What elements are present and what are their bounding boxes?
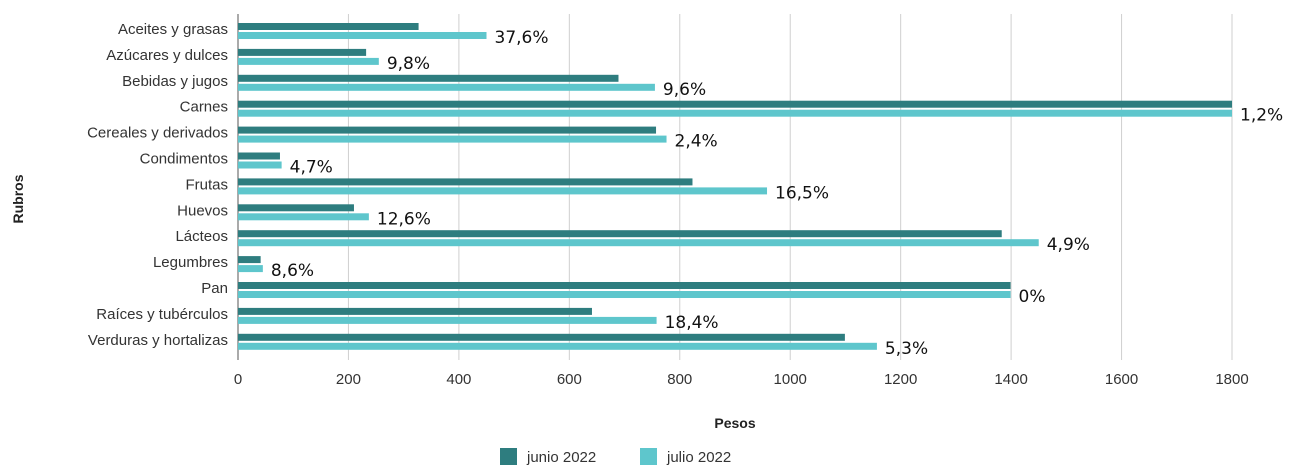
bar-julio [238,32,487,39]
bar-julio [238,83,655,91]
x-tick-label: 1800 [1215,371,1248,388]
data-label: 12,6% [377,209,431,229]
data-label: 9,8% [387,54,430,74]
bar-junio [238,48,367,56]
labels: 0 200 400 600 800 1000 1200 1400 1600 1800 Aceites… [87,21,1283,388]
legend-swatch [640,448,657,465]
category-label: Legumbres [153,254,228,271]
category-label: Frutas [185,176,228,193]
x-tick-label: 800 [667,371,692,388]
category-label: Cereales y derivados [87,125,228,142]
bar-julio [238,265,263,273]
bar-junio [238,23,419,30]
category-label: Verduras y hortalizas [88,332,228,349]
bar-junio [238,333,845,341]
bar-junio [238,256,261,264]
bar-julio [238,187,768,195]
bar-junio [238,307,592,315]
x-tick-label: 1200 [884,371,917,388]
bar-julio [238,316,657,324]
bar-junio [238,126,657,134]
category-label: Lácteos [175,228,228,245]
legend-label: junio 2022 [526,449,596,466]
y-axis-title: Rubros [10,174,26,223]
bar-junio [238,230,1002,238]
data-label: 4,7% [290,158,333,178]
x-tick-label: 1600 [1105,371,1138,388]
x-tick-label: 1400 [994,371,1027,388]
data-label: 1,2% [1240,106,1283,126]
bar-julio [238,291,1011,298]
data-label: 4,9% [1047,235,1090,255]
bar-julio [238,213,369,221]
x-tick-label: 0 [234,371,242,388]
bar-julio [238,57,379,65]
data-label: 9,6% [663,80,706,100]
bar-julio [238,135,667,143]
bar-junio [238,204,354,212]
bar-junio [238,178,693,186]
x-tick-label: 600 [557,371,582,388]
data-label: 2,4% [675,132,718,152]
data-label: 8,6% [271,261,314,281]
category-label: Huevos [177,202,228,219]
bar-junio [238,282,1011,289]
data-label: 0% [1019,287,1046,307]
x-tick-label: 1000 [774,371,807,388]
bar-junio [238,74,619,82]
category-label: Condimentos [140,151,228,168]
data-label: 18,4% [665,313,719,333]
data-label: 16,5% [775,183,829,203]
bars [238,23,1232,350]
legend-swatch [500,448,517,465]
bar-julio [238,109,1232,117]
bar-junio [238,100,1232,108]
legend: junio 2022 julio 2022 [500,448,731,466]
category-label: Carnes [180,99,228,116]
legend-label: julio 2022 [666,449,731,466]
x-axis-title: Pesos [714,415,755,431]
category-label: Raíces y tubérculos [96,306,228,323]
data-label: 5,3% [885,339,928,359]
x-tick-label: 400 [446,371,471,388]
bar-junio [238,152,280,160]
category-label: Aceites y grasas [118,21,228,38]
x-tick-label: 200 [336,371,361,388]
bar-julio [238,239,1039,247]
grid [237,14,1233,360]
bar-julio [238,161,282,169]
bar-julio [238,342,877,350]
category-label: Azúcares y dulces [106,47,228,64]
category-label: Bebidas y jugos [122,73,228,90]
data-label: 37,6% [495,28,549,48]
category-label: Pan [201,280,228,297]
